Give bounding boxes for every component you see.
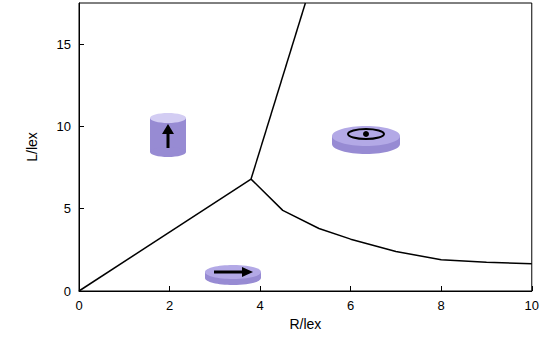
- svg-text:5: 5: [64, 201, 71, 216]
- svg-text:6: 6: [347, 298, 354, 313]
- svg-text:10: 10: [57, 119, 71, 134]
- svg-text:2: 2: [166, 298, 173, 313]
- svg-text:R/lex: R/lex: [289, 316, 321, 332]
- svg-text:0: 0: [64, 284, 71, 299]
- svg-text:15: 15: [57, 37, 71, 52]
- svg-text:10: 10: [525, 298, 539, 313]
- svg-text:8: 8: [438, 298, 445, 313]
- svg-text:4: 4: [256, 298, 263, 313]
- svg-text:L/lex: L/lex: [24, 132, 40, 162]
- svg-text:0: 0: [75, 298, 82, 313]
